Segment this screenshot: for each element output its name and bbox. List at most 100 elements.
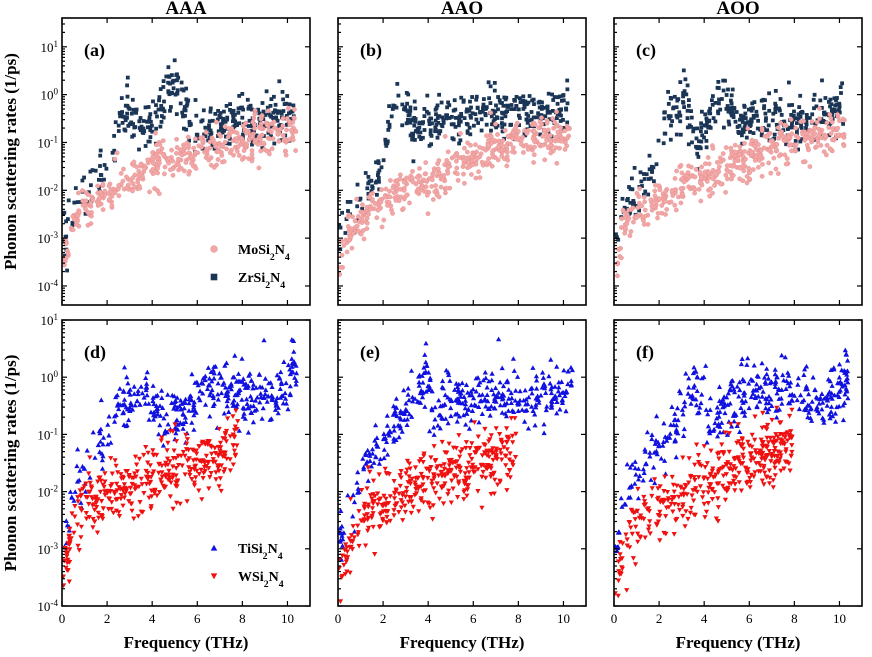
data-point-wsi2n4 xyxy=(428,455,434,461)
data-point-tisi2n4 xyxy=(142,401,148,406)
data-point-zrsi2n4 xyxy=(661,141,666,146)
data-point-tisi2n4 xyxy=(195,382,201,388)
y-tick-label: 10-2 xyxy=(37,182,58,198)
data-point-mosi2n4 xyxy=(109,189,114,195)
data-point-wsi2n4 xyxy=(752,414,758,420)
data-point-wsi2n4 xyxy=(657,484,663,489)
data-point-tisi2n4 xyxy=(391,423,397,429)
data-point-zrsi2n4 xyxy=(700,109,704,114)
y-tick-label: 10-3 xyxy=(37,541,58,557)
data-point-zrsi2n4 xyxy=(231,108,236,113)
data-point-mosi2n4 xyxy=(269,146,275,152)
data-point-tisi2n4 xyxy=(732,389,738,395)
data-point-mosi2n4 xyxy=(828,115,834,121)
data-point-wsi2n4 xyxy=(128,501,134,507)
data-point-tisi2n4 xyxy=(127,387,133,392)
data-point-tisi2n4 xyxy=(619,504,625,509)
data-point-wsi2n4 xyxy=(782,435,788,440)
data-point-wsi2n4 xyxy=(455,495,461,500)
data-point-tisi2n4 xyxy=(750,391,756,396)
data-point-tisi2n4 xyxy=(293,370,300,376)
data-point-zrsi2n4 xyxy=(481,102,486,107)
data-point-tisi2n4 xyxy=(461,412,467,418)
data-point-wsi2n4 xyxy=(342,547,348,553)
data-point-wsi2n4 xyxy=(139,482,145,487)
data-point-zrsi2n4 xyxy=(512,107,517,111)
data-point-tisi2n4 xyxy=(445,369,451,375)
data-point-tisi2n4 xyxy=(655,439,661,445)
data-point-zrsi2n4 xyxy=(425,93,430,98)
data-point-tisi2n4 xyxy=(204,386,211,391)
data-point-wsi2n4 xyxy=(691,475,697,480)
data-point-wsi2n4 xyxy=(126,473,132,478)
data-point-tisi2n4 xyxy=(810,374,816,380)
data-point-mosi2n4 xyxy=(135,179,141,185)
data-point-mosi2n4 xyxy=(417,188,422,194)
data-point-zrsi2n4 xyxy=(405,109,410,113)
data-point-wsi2n4 xyxy=(77,488,83,494)
data-point-wsi2n4 xyxy=(141,491,147,496)
data-point-tisi2n4 xyxy=(186,408,192,413)
data-point-wsi2n4 xyxy=(355,530,361,535)
y-tick-label-part: 10 xyxy=(37,485,50,500)
data-point-wsi2n4 xyxy=(441,466,447,472)
data-point-wsi2n4 xyxy=(504,435,510,441)
data-point-zrsi2n4 xyxy=(343,231,348,235)
data-point-mosi2n4 xyxy=(375,207,381,213)
data-point-tisi2n4 xyxy=(667,431,673,436)
data-point-tisi2n4 xyxy=(401,387,407,393)
data-point-tisi2n4 xyxy=(223,384,229,390)
data-point-wsi2n4 xyxy=(215,465,221,471)
data-point-tisi2n4 xyxy=(209,387,215,393)
data-point-tisi2n4 xyxy=(223,360,230,366)
data-point-wsi2n4 xyxy=(396,510,402,515)
data-point-mosi2n4 xyxy=(170,166,176,171)
data-point-tisi2n4 xyxy=(493,385,499,391)
data-point-tisi2n4 xyxy=(534,377,540,383)
data-point-tisi2n4 xyxy=(703,407,709,412)
data-point-tisi2n4 xyxy=(549,399,555,405)
data-point-zrsi2n4 xyxy=(171,86,176,91)
y-tick-label-part: -1 xyxy=(50,134,58,144)
data-point-wsi2n4 xyxy=(759,425,765,431)
data-point-zrsi2n4 xyxy=(381,158,386,163)
data-point-tisi2n4 xyxy=(384,423,390,428)
data-point-tisi2n4 xyxy=(409,414,415,419)
data-point-wsi2n4 xyxy=(615,578,622,584)
y-tick-label-part: -2 xyxy=(50,182,58,192)
data-point-tisi2n4 xyxy=(501,402,507,408)
data-point-zrsi2n4 xyxy=(699,121,703,126)
data-point-wsi2n4 xyxy=(439,484,446,490)
y-tick-label-part: 1 xyxy=(53,39,58,49)
data-point-zrsi2n4 xyxy=(383,137,388,142)
data-point-tisi2n4 xyxy=(746,380,752,386)
data-point-zrsi2n4 xyxy=(207,126,211,131)
data-point-tisi2n4 xyxy=(182,400,188,405)
data-point-wsi2n4 xyxy=(762,470,768,476)
data-point-wsi2n4 xyxy=(212,459,218,465)
data-point-tisi2n4 xyxy=(215,396,221,402)
data-point-zrsi2n4 xyxy=(428,128,433,133)
data-point-zrsi2n4 xyxy=(98,148,103,153)
data-point-zrsi2n4 xyxy=(796,112,801,117)
data-point-tisi2n4 xyxy=(121,364,128,370)
data-point-tisi2n4 xyxy=(159,388,165,393)
data-point-zrsi2n4 xyxy=(137,126,142,130)
data-point-mosi2n4 xyxy=(500,138,506,143)
data-point-tisi2n4 xyxy=(836,403,842,409)
y-tick-label: 10-1 xyxy=(37,134,58,150)
data-point-wsi2n4 xyxy=(215,452,221,458)
data-point-wsi2n4 xyxy=(462,481,468,487)
data-point-zrsi2n4 xyxy=(470,95,474,99)
data-point-wsi2n4 xyxy=(102,489,108,494)
data-point-zrsi2n4 xyxy=(616,237,621,242)
data-point-mosi2n4 xyxy=(391,190,397,196)
data-point-wsi2n4 xyxy=(506,457,512,463)
data-point-mosi2n4 xyxy=(552,119,558,125)
data-point-zrsi2n4 xyxy=(478,110,482,115)
data-point-wsi2n4 xyxy=(361,518,367,524)
data-point-tisi2n4 xyxy=(99,457,105,463)
data-point-tisi2n4 xyxy=(406,397,412,403)
data-point-tisi2n4 xyxy=(484,392,490,397)
data-point-tisi2n4 xyxy=(463,382,470,387)
